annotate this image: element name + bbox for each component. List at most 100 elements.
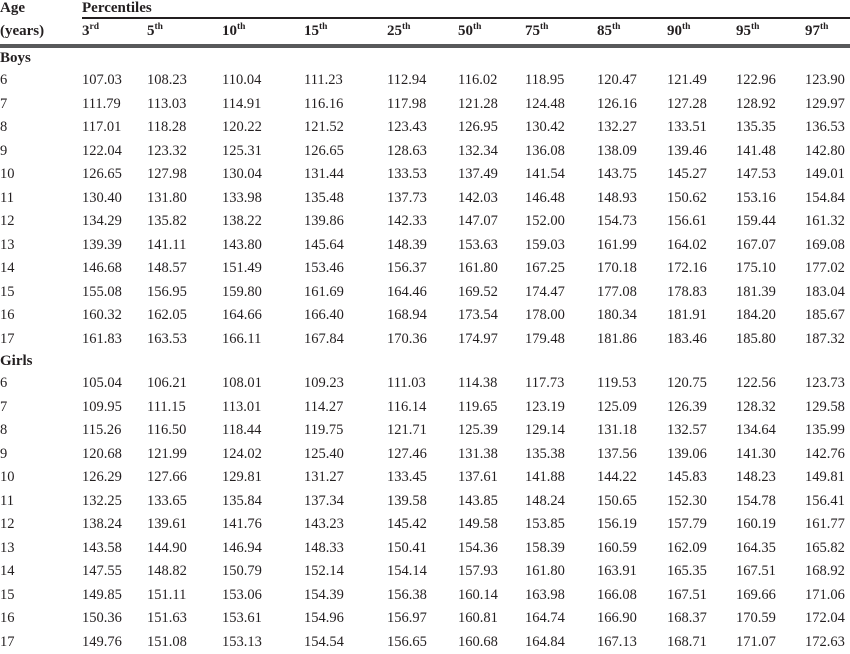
age-cell: 12 bbox=[0, 516, 15, 533]
percentile-number: 5 bbox=[147, 23, 155, 39]
percentile-value-cell: 162.09 bbox=[667, 539, 707, 556]
percentile-value-cell: 183.46 bbox=[667, 330, 707, 347]
percentile-value-cell: 131.38 bbox=[458, 445, 498, 462]
percentile-value-cell: 111.15 bbox=[147, 398, 186, 415]
percentile-value-cell: 156.95 bbox=[147, 283, 187, 300]
table-row-boys-age-16: 16 160.32 162.05 164.66 166.40 168.94 173.54 17… bbox=[0, 304, 850, 328]
percentile-value-cell: 117.73 bbox=[525, 375, 565, 392]
percentile-number: 75 bbox=[525, 23, 540, 39]
age-cell: 7 bbox=[0, 398, 8, 415]
age-cell: 17 bbox=[0, 330, 15, 347]
percentile-value-cell: 149.58 bbox=[458, 516, 498, 533]
age-cell: 14 bbox=[0, 563, 15, 580]
percentile-value-cell: 131.80 bbox=[147, 189, 187, 206]
table-header-row-columns: (years) 3rd 5th 10th 15th 25th 50th 75th 85th 90… bbox=[0, 18, 850, 48]
percentile-value-cell: 135.82 bbox=[147, 213, 187, 230]
percentile-value-cell: 154.36 bbox=[458, 539, 498, 556]
age-cell: 8 bbox=[0, 119, 8, 136]
percentile-value-cell: 115.26 bbox=[82, 422, 122, 439]
percentile-value-cell: 151.49 bbox=[222, 260, 262, 277]
percentile-value-cell: 123.90 bbox=[805, 72, 845, 89]
table-row-girls-age-9: 9 120.68 121.99 124.02 125.40 127.46 131.38 135… bbox=[0, 443, 850, 467]
age-cell: 10 bbox=[0, 469, 15, 486]
percentile-value-cell: 152.30 bbox=[667, 492, 707, 509]
percentile-value-cell: 118.44 bbox=[222, 422, 262, 439]
percentile-value-cell: 142.80 bbox=[805, 142, 845, 159]
percentile-value-cell: 146.94 bbox=[222, 539, 262, 556]
percentile-value-cell: 117.01 bbox=[82, 119, 122, 136]
percentile-value-cell: 109.23 bbox=[304, 375, 344, 392]
percentile-value-cell: 174.47 bbox=[525, 283, 565, 300]
table-row-boys-age-7: 7 111.79 113.03 114.91 116.16 117.98 121.28 124… bbox=[0, 93, 850, 117]
percentile-value-cell: 121.71 bbox=[387, 422, 427, 439]
percentile-value-cell: 120.47 bbox=[597, 72, 637, 89]
percentile-value-cell: 123.43 bbox=[387, 119, 427, 136]
percentile-value-cell: 179.48 bbox=[525, 330, 565, 347]
percentile-value-cell: 167.51 bbox=[667, 586, 707, 603]
percentile-value-cell: 168.37 bbox=[667, 610, 707, 627]
percentile-value-cell: 127.46 bbox=[387, 445, 427, 462]
percentile-value-cell: 116.14 bbox=[387, 398, 427, 415]
percentile-value-cell: 143.58 bbox=[82, 539, 122, 556]
percentile-ordinal: th bbox=[682, 22, 691, 32]
percentile-value-cell: 116.02 bbox=[458, 72, 498, 89]
percentile-value-cell: 123.73 bbox=[805, 375, 845, 392]
percentile-value-cell: 165.35 bbox=[667, 563, 707, 580]
percentile-value-cell: 161.83 bbox=[82, 330, 122, 347]
percentile-value-cell: 156.38 bbox=[387, 586, 427, 603]
percentile-value-cell: 161.99 bbox=[597, 236, 637, 253]
percentile-value-cell: 150.62 bbox=[667, 189, 707, 206]
percentile-value-cell: 133.51 bbox=[667, 119, 707, 136]
percentile-value-cell: 184.20 bbox=[736, 307, 776, 324]
percentile-value-cell: 139.06 bbox=[667, 445, 707, 462]
age-cell: 13 bbox=[0, 539, 15, 556]
percentile-value-cell: 124.02 bbox=[222, 445, 262, 462]
percentile-value-cell: 163.91 bbox=[597, 563, 637, 580]
percentile-value-cell: 121.52 bbox=[304, 119, 344, 136]
percentile-value-cell: 160.81 bbox=[458, 610, 498, 627]
percentile-value-cell: 133.53 bbox=[387, 166, 427, 183]
percentile-value-cell: 114.38 bbox=[458, 375, 498, 392]
percentile-value-cell: 177.02 bbox=[805, 260, 845, 277]
section-label-boys: Boys bbox=[0, 50, 31, 66]
percentile-value-cell: 125.40 bbox=[304, 445, 344, 462]
percentile-value-cell: 118.95 bbox=[525, 72, 565, 89]
percentile-value-cell: 154.73 bbox=[597, 213, 637, 230]
percentile-value-cell: 117.98 bbox=[387, 95, 427, 112]
table-row-girls-age-6: 6 105.04 106.21 108.01 109.23 111.03 114.38 117… bbox=[0, 372, 850, 396]
percentile-value-cell: 110.04 bbox=[222, 72, 262, 89]
percentile-number: 15 bbox=[304, 23, 319, 39]
age-years-header-label: (years) bbox=[0, 18, 82, 48]
percentile-value-cell: 141.88 bbox=[525, 469, 565, 486]
percentile-value-cell: 129.14 bbox=[525, 422, 565, 439]
percentile-value-cell: 160.59 bbox=[597, 539, 637, 556]
percentile-value-cell: 130.42 bbox=[525, 119, 565, 136]
percentile-value-cell: 153.63 bbox=[458, 236, 498, 253]
percentile-value-cell: 125.31 bbox=[222, 142, 262, 159]
table-row-girls-age-15: 15 149.85 151.11 153.06 154.39 156.38 160.14 16… bbox=[0, 584, 850, 608]
percentile-value-cell: 127.98 bbox=[147, 166, 187, 183]
percentile-value-cell: 136.53 bbox=[805, 119, 845, 136]
age-cell: 9 bbox=[0, 445, 8, 462]
percentile-ordinal: th bbox=[473, 22, 482, 32]
percentile-value-cell: 153.16 bbox=[736, 189, 776, 206]
percentile-value-cell: 160.14 bbox=[458, 586, 498, 603]
percentile-value-cell: 108.23 bbox=[147, 72, 187, 89]
percentile-value-cell: 139.39 bbox=[82, 236, 122, 253]
column-header-3rd: 3rd bbox=[82, 18, 147, 48]
percentile-value-cell: 120.22 bbox=[222, 119, 262, 136]
column-header-75th: 75th bbox=[525, 18, 597, 48]
percentile-value-cell: 169.08 bbox=[805, 236, 845, 253]
percentile-value-cell: 137.56 bbox=[597, 445, 637, 462]
percentile-value-cell: 167.07 bbox=[736, 236, 776, 253]
percentile-value-cell: 170.18 bbox=[597, 260, 637, 277]
percentile-value-cell: 149.81 bbox=[805, 469, 845, 486]
percentile-value-cell: 154.78 bbox=[736, 492, 776, 509]
age-cell: 15 bbox=[0, 586, 15, 603]
percentile-value-cell: 124.48 bbox=[525, 95, 565, 112]
percentile-value-cell: 145.27 bbox=[667, 166, 707, 183]
percentile-value-cell: 105.04 bbox=[82, 375, 122, 392]
percentile-value-cell: 118.28 bbox=[147, 119, 187, 136]
table-row-boys-age-8: 8 117.01 118.28 120.22 121.52 123.43 126.95 130… bbox=[0, 116, 850, 140]
